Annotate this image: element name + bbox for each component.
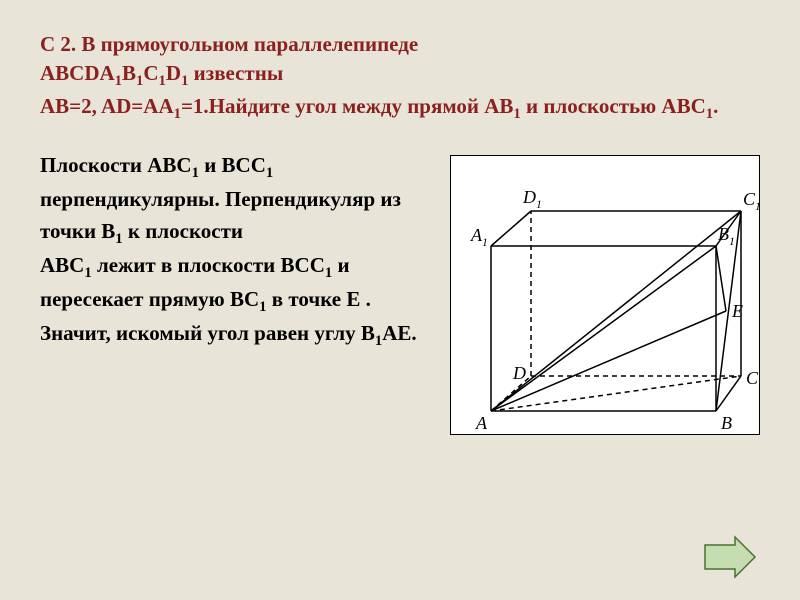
content-row: Плоскости ABC1 и BCC1 перпендикулярны. П… [40, 150, 760, 435]
sub: 1 [84, 265, 91, 281]
sub: 1 [115, 231, 122, 247]
solution-text: Плоскости ABC1 и BCC1 перпендикулярны. П… [40, 150, 440, 435]
t: и плоскостью ABC [521, 94, 706, 118]
sub: 1 [266, 165, 273, 181]
svg-text:C1: C1 [743, 189, 761, 213]
sub: 1 [706, 106, 713, 122]
problem-line1: С 2. В прямоугольном параллелепипеде [40, 32, 418, 56]
sub: 1 [159, 74, 166, 90]
t: C [143, 61, 158, 85]
sub: 1 [174, 106, 181, 122]
svg-text:E: E [731, 301, 743, 321]
t: лежит в плоскости BCC [92, 253, 325, 277]
t: к плоскости [123, 219, 243, 243]
t: Плоскости ABC [40, 153, 192, 177]
svg-text:D1: D1 [522, 187, 542, 211]
sub: 1 [115, 74, 122, 90]
t: известны [188, 61, 283, 85]
t: и BCC [199, 153, 266, 177]
svg-text:D: D [512, 363, 526, 383]
t: D [166, 61, 181, 85]
t: B [122, 61, 136, 85]
t: =1.Найдите угол между прямой AB [181, 94, 513, 118]
next-button[interactable] [700, 535, 760, 580]
sub: 1 [513, 106, 520, 122]
t: AB=2, AD=AA [40, 94, 174, 118]
svg-text:A1: A1 [470, 225, 488, 249]
svg-text:A: A [475, 413, 488, 433]
problem-line2-a: ABCDA [40, 61, 115, 85]
sub: 1 [192, 165, 199, 181]
problem-statement: С 2. В прямоугольном параллелепипеде ABC… [40, 30, 760, 125]
geometry-diagram: A B C D A1 B1 C1 D1 E [450, 155, 760, 435]
t: . [713, 94, 718, 118]
svg-text:B1: B1 [718, 224, 735, 248]
svg-text:B: B [721, 413, 732, 433]
sub: 1 [259, 299, 266, 315]
t: ABC [40, 253, 84, 277]
t: AE. [382, 321, 416, 345]
svg-text:C: C [746, 368, 759, 388]
